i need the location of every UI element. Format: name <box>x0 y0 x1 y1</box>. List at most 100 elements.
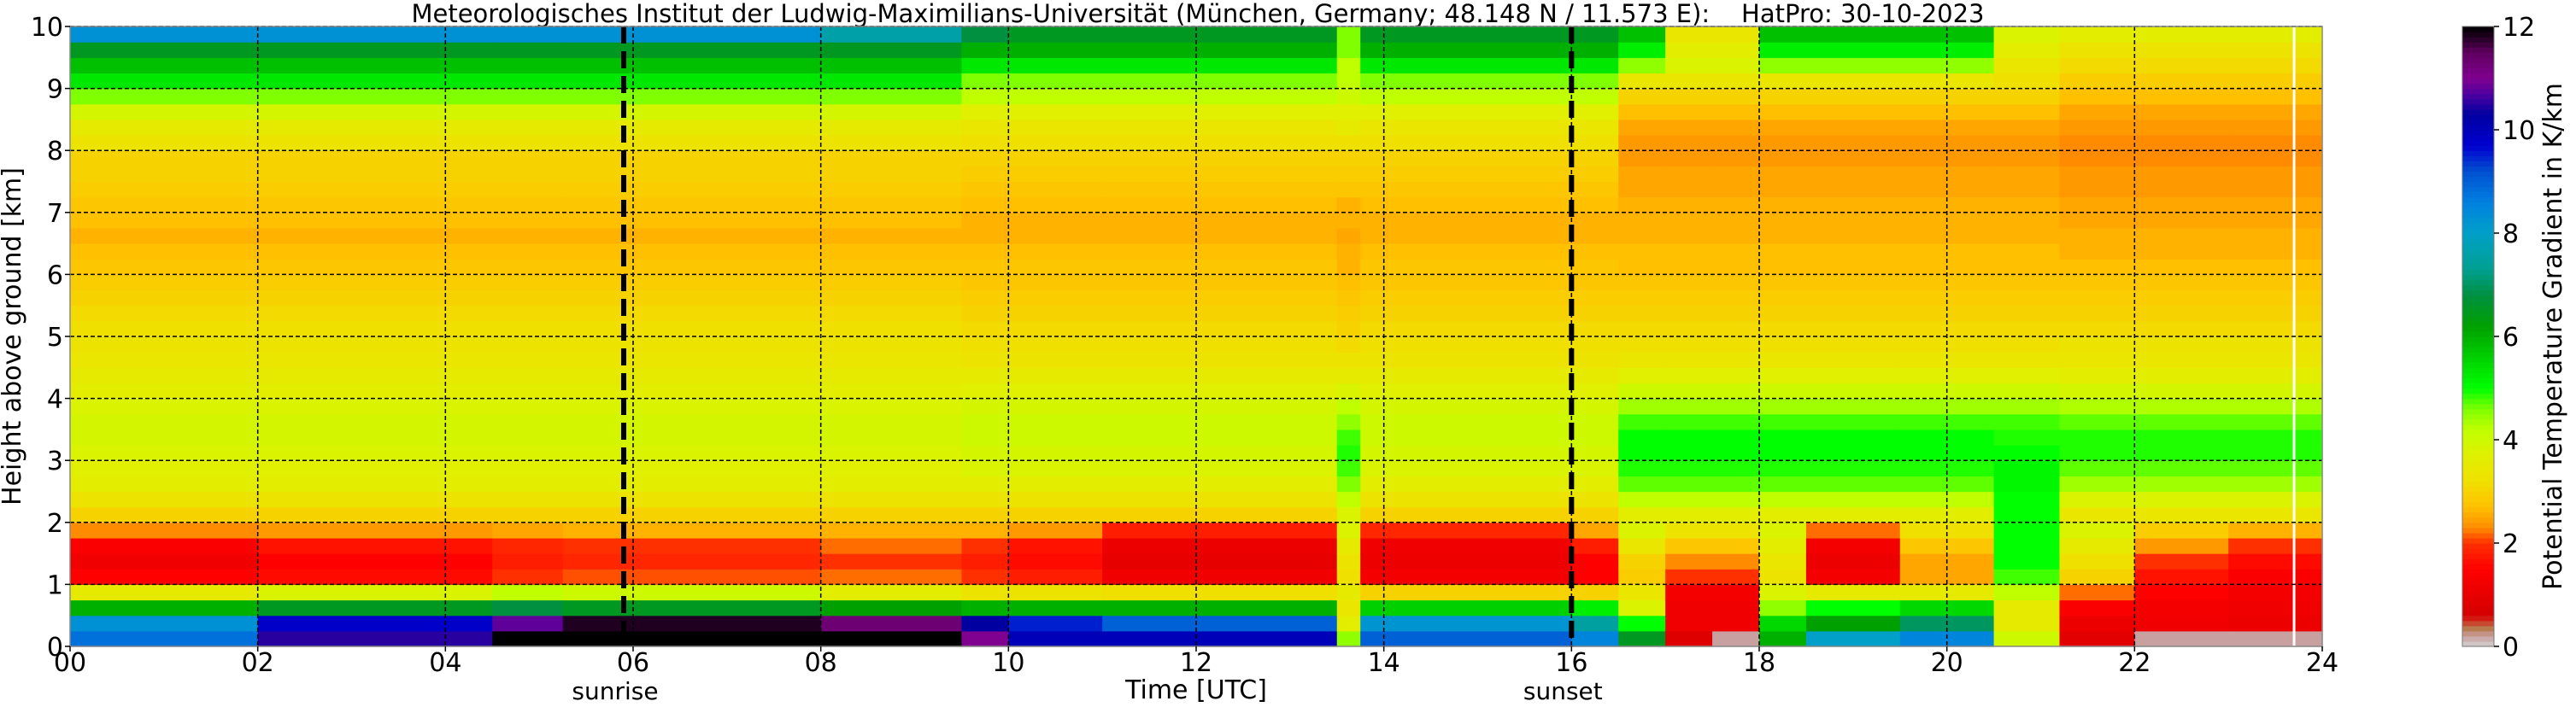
heatmap-cell <box>1102 584 1338 601</box>
colorbar-segment <box>2462 26 2494 32</box>
heatmap-cell <box>562 135 822 151</box>
heatmap-cell <box>1008 212 1103 229</box>
heatmap-cell <box>1618 57 1666 74</box>
heatmap-cell <box>492 491 564 508</box>
heatmap-cell <box>257 522 493 539</box>
heatmap-cell <box>1805 383 1901 400</box>
heatmap-cell <box>2228 584 2323 601</box>
heatmap-cell <box>2059 243 2135 260</box>
heatmap-cell <box>1759 42 1807 58</box>
heatmap-cell <box>1336 57 1361 74</box>
heatmap-cell <box>1571 166 1619 183</box>
heatmap-cell <box>1712 336 1760 353</box>
heatmap-cell <box>1618 491 1666 508</box>
heatmap-cell <box>2228 522 2323 539</box>
heatmap-cell <box>1665 119 1713 136</box>
heatmap-cell <box>1102 88 1338 105</box>
colorbar-segment <box>2462 196 2494 203</box>
colorbar-segment <box>2462 207 2494 213</box>
heatmap-cell <box>820 429 963 446</box>
heatmap-cell <box>1618 212 1666 229</box>
heatmap-cell <box>1336 166 1361 183</box>
heatmap-cell <box>562 150 822 167</box>
heatmap-cell <box>257 491 493 508</box>
heatmap-cell <box>562 352 822 368</box>
heatmap-cell <box>2134 119 2229 136</box>
heatmap-cell <box>257 476 493 493</box>
heatmap-cell <box>1665 274 1713 291</box>
heatmap-cell <box>2059 57 2135 74</box>
heatmap-cell <box>1665 289 1713 307</box>
heatmap-cell <box>2059 274 2135 291</box>
heatmap-cell <box>1805 26 1901 43</box>
heatmap-cell <box>1336 305 1361 322</box>
heatmap-cell <box>1993 119 2061 136</box>
colorbar-segment <box>2462 532 2494 539</box>
heatmap-cell <box>1360 553 1572 570</box>
heatmap-cell <box>1665 413 1713 430</box>
heatmap-cell <box>961 166 1009 183</box>
heatmap-cell <box>1008 584 1103 601</box>
heatmap-cell <box>2228 103 2323 120</box>
sunset-label: sunset <box>1523 677 1603 704</box>
colorbar-segment <box>2462 103 2494 110</box>
heatmap-cell <box>2228 569 2323 585</box>
heatmap-cell <box>1008 26 1103 43</box>
colorbar-segment <box>2462 481 2494 488</box>
heatmap-cell <box>1571 119 1619 136</box>
heatmap-cell <box>1360 103 1572 120</box>
heatmap-cell <box>2134 383 2229 400</box>
heatmap-cell <box>1712 553 1760 570</box>
heatmap-cell <box>1993 289 2061 307</box>
heatmap-cell <box>820 630 963 647</box>
heatmap-cell <box>70 227 259 244</box>
heatmap-cell <box>1712 352 1760 368</box>
heatmap-cell <box>2228 289 2323 307</box>
heatmap-cell <box>961 42 1009 58</box>
colorbar-segment <box>2462 114 2494 120</box>
heatmap-cell <box>70 150 259 167</box>
colorbar-segment <box>2462 574 2494 580</box>
heatmap-cell <box>2059 537 2135 554</box>
heatmap-cell <box>70 289 259 307</box>
heatmap-cell <box>1571 196 1619 213</box>
heatmap-cell <box>820 352 963 368</box>
colorbar-segment <box>2462 429 2494 435</box>
heatmap-cell <box>1805 506 1901 523</box>
y-tick-label: 3 <box>47 447 63 476</box>
heatmap-cell <box>961 103 1009 120</box>
heatmap-cell <box>820 26 963 43</box>
heatmap-cell <box>1360 429 1572 446</box>
heatmap-cell <box>1102 476 1338 493</box>
heatmap-cell <box>1102 181 1338 198</box>
heatmap-cell <box>1360 383 1572 400</box>
heatmap-cell <box>1993 553 2061 570</box>
heatmap-cell <box>562 383 822 400</box>
colorbar-segment <box>2462 403 2494 410</box>
colorbar-segment <box>2462 150 2494 156</box>
heatmap-cell <box>257 445 493 461</box>
heatmap-cell <box>1993 196 2061 213</box>
heatmap-cell <box>1008 196 1103 213</box>
heatmap-cell <box>492 212 564 229</box>
heatmap-cell <box>1618 181 1666 198</box>
heatmap-cell <box>1618 569 1666 585</box>
heatmap-cell <box>1759 57 1807 74</box>
heatmap-cell <box>1805 491 1901 508</box>
heatmap-cell <box>1336 522 1361 539</box>
colorbar-segment <box>2462 625 2494 632</box>
heatmap-cell <box>1336 445 1361 461</box>
heatmap-cell <box>1712 584 1760 601</box>
colorbar-segment <box>2462 501 2494 508</box>
heatmap-cell <box>257 42 493 58</box>
heatmap-cell <box>820 599 963 616</box>
heatmap-cell <box>1102 212 1338 229</box>
heatmap-cell <box>492 569 564 585</box>
heatmap-cell <box>1759 289 1807 307</box>
heatmap-cell <box>961 352 1009 368</box>
heatmap-cell <box>961 367 1009 384</box>
heatmap-cell <box>562 413 822 430</box>
heatmap-cell <box>2228 196 2323 213</box>
heatmap-cell <box>1993 460 2061 476</box>
heatmap-cell <box>70 460 259 476</box>
